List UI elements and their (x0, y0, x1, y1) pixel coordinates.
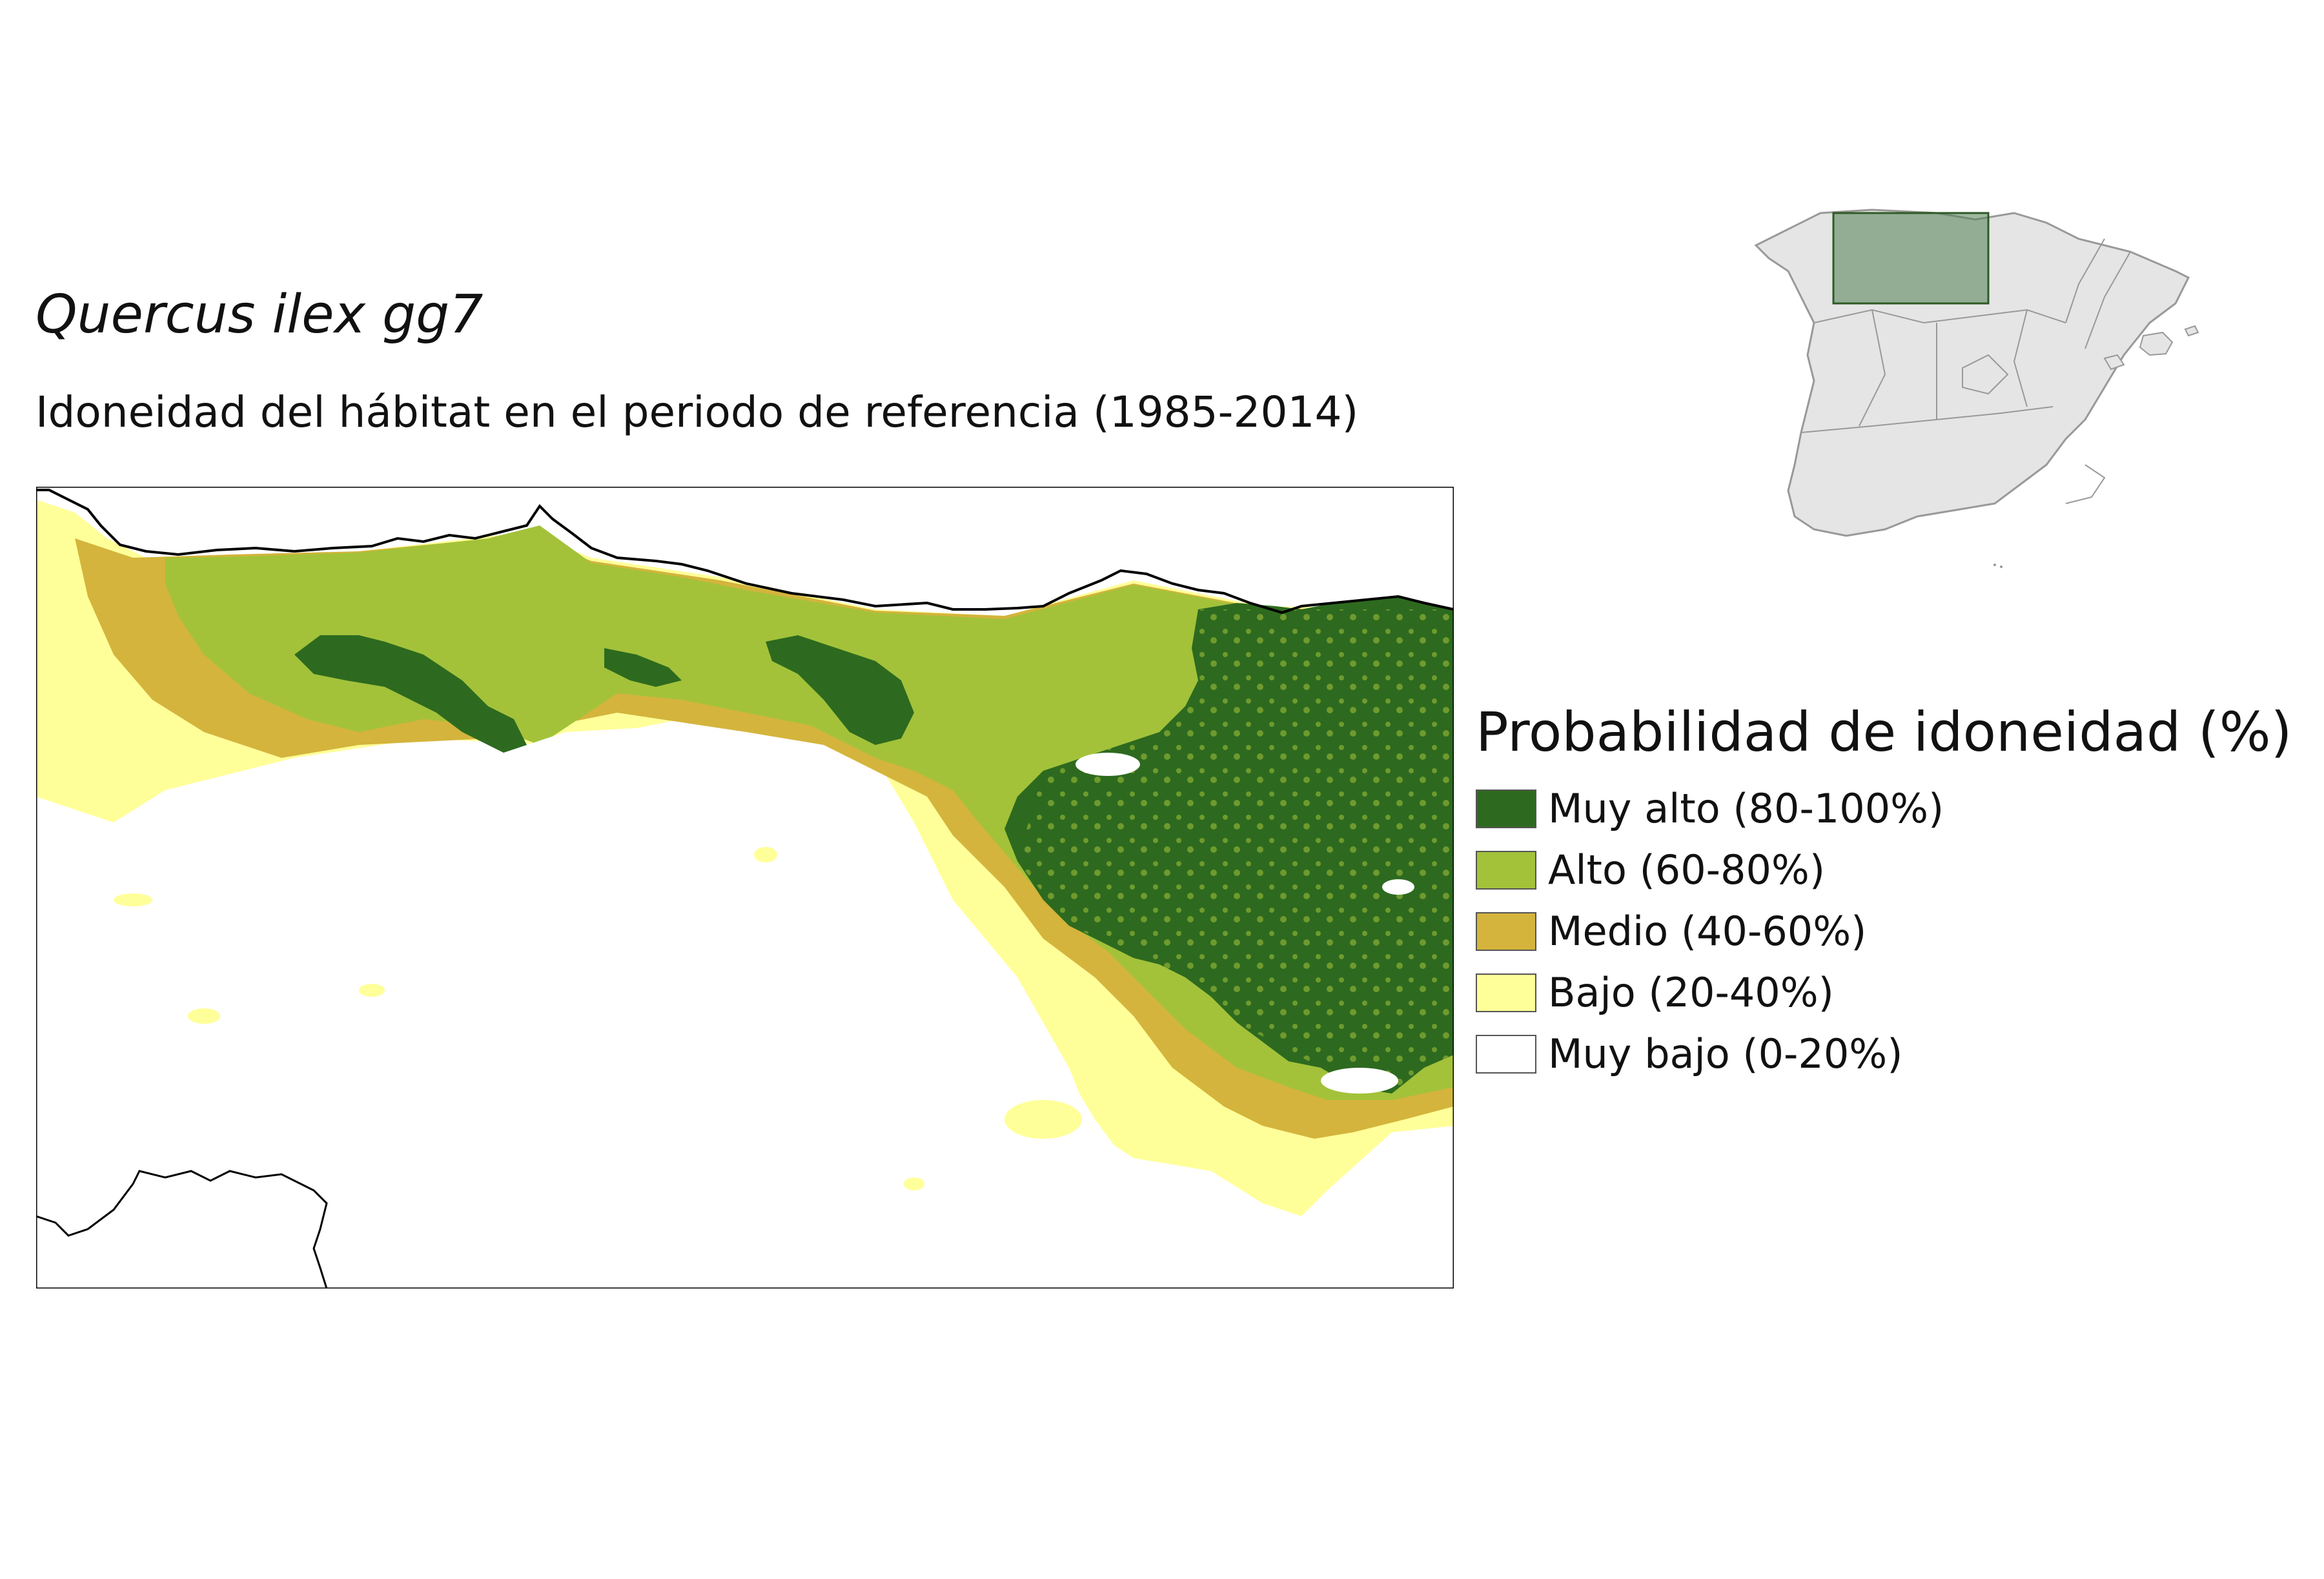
legend-item: Muy alto (80-100%) (1476, 778, 2292, 839)
legend-label: Muy alto (80-100%) (1548, 785, 1944, 832)
habitat-map (36, 487, 1454, 1289)
legend-swatch (1476, 850, 1536, 890)
legend-swatch (1476, 912, 1536, 951)
legend-swatch (1476, 973, 1536, 1012)
legend-label: Muy bajo (0-20%) (1548, 1030, 1903, 1077)
legend-item: Bajo (20-40%) (1476, 962, 2292, 1023)
map-title: Quercus ilex gg7 (36, 284, 484, 345)
locator-map (1754, 209, 2199, 568)
legend-label: Bajo (20-40%) (1548, 969, 1834, 1016)
map-subtitle: Idoneidad del hábitat en el periodo de r… (36, 387, 1359, 437)
legend-item: Alto (60-80%) (1476, 839, 2292, 901)
legend-item: Medio (40-60%) (1476, 901, 2292, 962)
legend-item: Muy bajo (0-20%) (1476, 1023, 2292, 1085)
legend: Probabilidad de idoneidad (%) Muy alto (… (1476, 700, 2292, 1085)
legend-label: Alto (60-80%) (1548, 846, 1826, 893)
legend-swatch (1476, 789, 1536, 828)
legend-label: Medio (40-60%) (1548, 908, 1867, 955)
legend-swatch (1476, 1034, 1536, 1074)
legend-title: Probabilidad de idoneidad (%) (1476, 700, 2292, 764)
